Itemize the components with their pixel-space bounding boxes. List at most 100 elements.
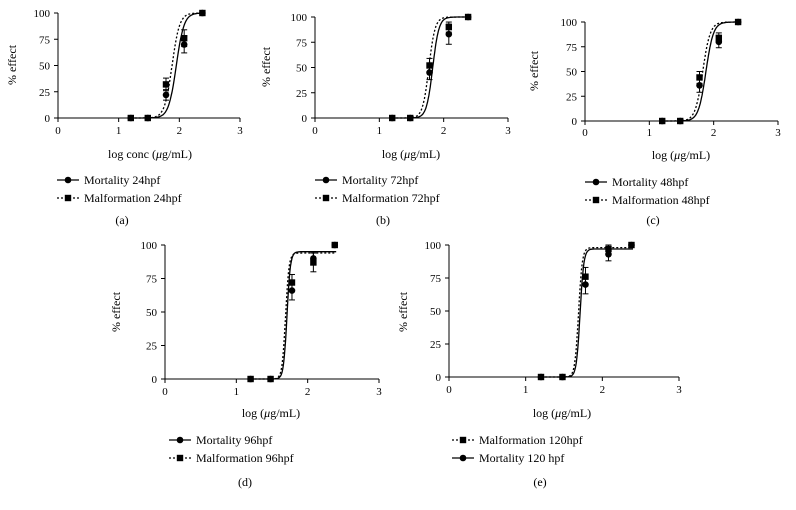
data-point bbox=[199, 9, 206, 17]
x-axis-title-unit: g/mL) bbox=[270, 406, 300, 420]
x-axis-title-unit: g/mL) bbox=[561, 406, 591, 420]
x-tick-label: 0 bbox=[162, 386, 168, 398]
x-tick-label: 0 bbox=[312, 125, 318, 137]
data-point bbox=[734, 18, 742, 26]
x-tick-label: 0 bbox=[582, 127, 588, 139]
y-tick-label: 100 bbox=[425, 240, 442, 252]
x-tick-label: 2 bbox=[600, 384, 606, 396]
y-axis-title: % effect bbox=[109, 291, 123, 332]
legend-label: Mortality 96hpf bbox=[196, 433, 272, 447]
legend-marker bbox=[459, 436, 467, 444]
legend-marker bbox=[592, 178, 600, 186]
x-tick-label: 2 bbox=[711, 127, 717, 139]
fit-curve-square bbox=[130, 12, 204, 119]
y-tick-label: 75 bbox=[39, 34, 51, 46]
x-tick-label: 1 bbox=[234, 386, 240, 398]
x-axis-title-part: log ( bbox=[382, 147, 404, 161]
legend-marker bbox=[176, 436, 184, 444]
x-axis-title-part: log conc ( bbox=[108, 147, 156, 161]
y-tick-label: 100 bbox=[141, 240, 158, 252]
fit-curve-square bbox=[250, 252, 337, 380]
y-tick-label: 25 bbox=[566, 91, 578, 103]
x-tick-label: 2 bbox=[177, 125, 183, 137]
x-tick-label: 3 bbox=[505, 125, 511, 137]
chart-panel: 0 1 2 3 0 25 50 75 100 log conc (μg/mL) % effect Mo… bbox=[5, 8, 243, 227]
y-axis-title: % effect bbox=[259, 46, 273, 87]
y-tick-label: 100 bbox=[34, 8, 51, 20]
x-axis-title: log conc (μg/mL) bbox=[108, 147, 192, 161]
legend-label: Malformation 72hpf bbox=[342, 191, 440, 205]
legend-marker bbox=[322, 176, 330, 184]
legend-label: Mortality 72hpf bbox=[342, 173, 418, 187]
fit-curve-circle bbox=[250, 251, 337, 380]
legend-label: Malformation 48hpf bbox=[612, 193, 710, 207]
data-point bbox=[582, 281, 589, 288]
data-point bbox=[331, 241, 338, 249]
y-tick-label: 75 bbox=[146, 274, 158, 286]
x-axis-title-mu: μ bbox=[263, 406, 270, 420]
data-point bbox=[715, 34, 723, 42]
x-tick-label: 1 bbox=[647, 127, 653, 139]
y-tick-label: 50 bbox=[566, 67, 578, 79]
legend-label: Malformation 120hpf bbox=[479, 433, 583, 447]
data-point bbox=[162, 81, 170, 88]
fit-curve-square bbox=[541, 246, 633, 378]
legend-marker bbox=[459, 454, 467, 462]
data-point bbox=[180, 35, 188, 42]
x-tick-label: 2 bbox=[441, 125, 447, 137]
y-tick-label: 0 bbox=[436, 372, 442, 384]
x-axis-title-part: log ( bbox=[652, 148, 674, 162]
data-point bbox=[288, 279, 296, 286]
y-tick-label: 25 bbox=[39, 87, 51, 99]
y-tick-label: 50 bbox=[430, 306, 442, 318]
y-tick-label: 0 bbox=[152, 374, 158, 386]
data-point bbox=[559, 373, 566, 381]
data-point bbox=[407, 114, 414, 122]
legend-label: Malformation 24hpf bbox=[84, 191, 182, 205]
y-tick-label: 75 bbox=[566, 42, 578, 54]
data-point bbox=[310, 259, 317, 266]
data-point bbox=[605, 250, 612, 258]
y-tick-label: 0 bbox=[572, 116, 578, 128]
x-axis-title-mu: μ bbox=[403, 147, 410, 161]
legend-marker bbox=[64, 176, 72, 184]
data-point bbox=[127, 114, 134, 122]
legend-label: Malformation 96hpf bbox=[196, 451, 294, 465]
data-point bbox=[144, 114, 151, 122]
y-tick-label: 0 bbox=[45, 113, 51, 125]
panel-label: (c) bbox=[646, 213, 659, 227]
chart-panel: 0 1 2 3 0 25 50 75 100 log (μg/mL) % effect Mortali… bbox=[109, 240, 382, 489]
x-axis-title-part: log ( bbox=[242, 406, 264, 420]
x-axis-title-unit: g/mL) bbox=[410, 147, 440, 161]
data-point bbox=[628, 241, 635, 249]
data-point bbox=[247, 375, 254, 383]
legend-marker bbox=[176, 454, 184, 462]
x-tick-label: 1 bbox=[377, 125, 383, 137]
legend-label: Mortality 48hpf bbox=[612, 175, 688, 189]
x-axis-title-mu: μ bbox=[155, 147, 162, 161]
legend-marker bbox=[322, 194, 330, 202]
y-tick-label: 100 bbox=[561, 17, 578, 29]
x-axis-title-mu: μ bbox=[673, 148, 680, 162]
x-tick-label: 0 bbox=[446, 384, 452, 396]
y-tick-label: 25 bbox=[146, 341, 158, 353]
panel-label: (d) bbox=[238, 475, 252, 489]
x-axis-title: log (μg/mL) bbox=[652, 148, 710, 162]
y-tick-label: 75 bbox=[296, 37, 308, 49]
x-tick-label: 1 bbox=[523, 384, 529, 396]
x-tick-label: 3 bbox=[676, 384, 682, 396]
x-axis-title-part: log ( bbox=[533, 406, 555, 420]
legend-label: Mortality 120 hpf bbox=[479, 451, 564, 465]
x-tick-label: 2 bbox=[305, 386, 311, 398]
panel-label: (e) bbox=[533, 475, 546, 489]
panel-label: (b) bbox=[376, 213, 390, 227]
data-point bbox=[426, 62, 433, 69]
fit-curve-circle bbox=[541, 248, 633, 378]
y-tick-label: 25 bbox=[296, 88, 308, 100]
data-point bbox=[267, 375, 274, 383]
x-axis-title: log (μg/mL) bbox=[533, 406, 591, 420]
y-tick-label: 25 bbox=[430, 339, 442, 351]
legend-label: Mortality 24hpf bbox=[84, 173, 160, 187]
x-tick-label: 3 bbox=[775, 127, 781, 139]
